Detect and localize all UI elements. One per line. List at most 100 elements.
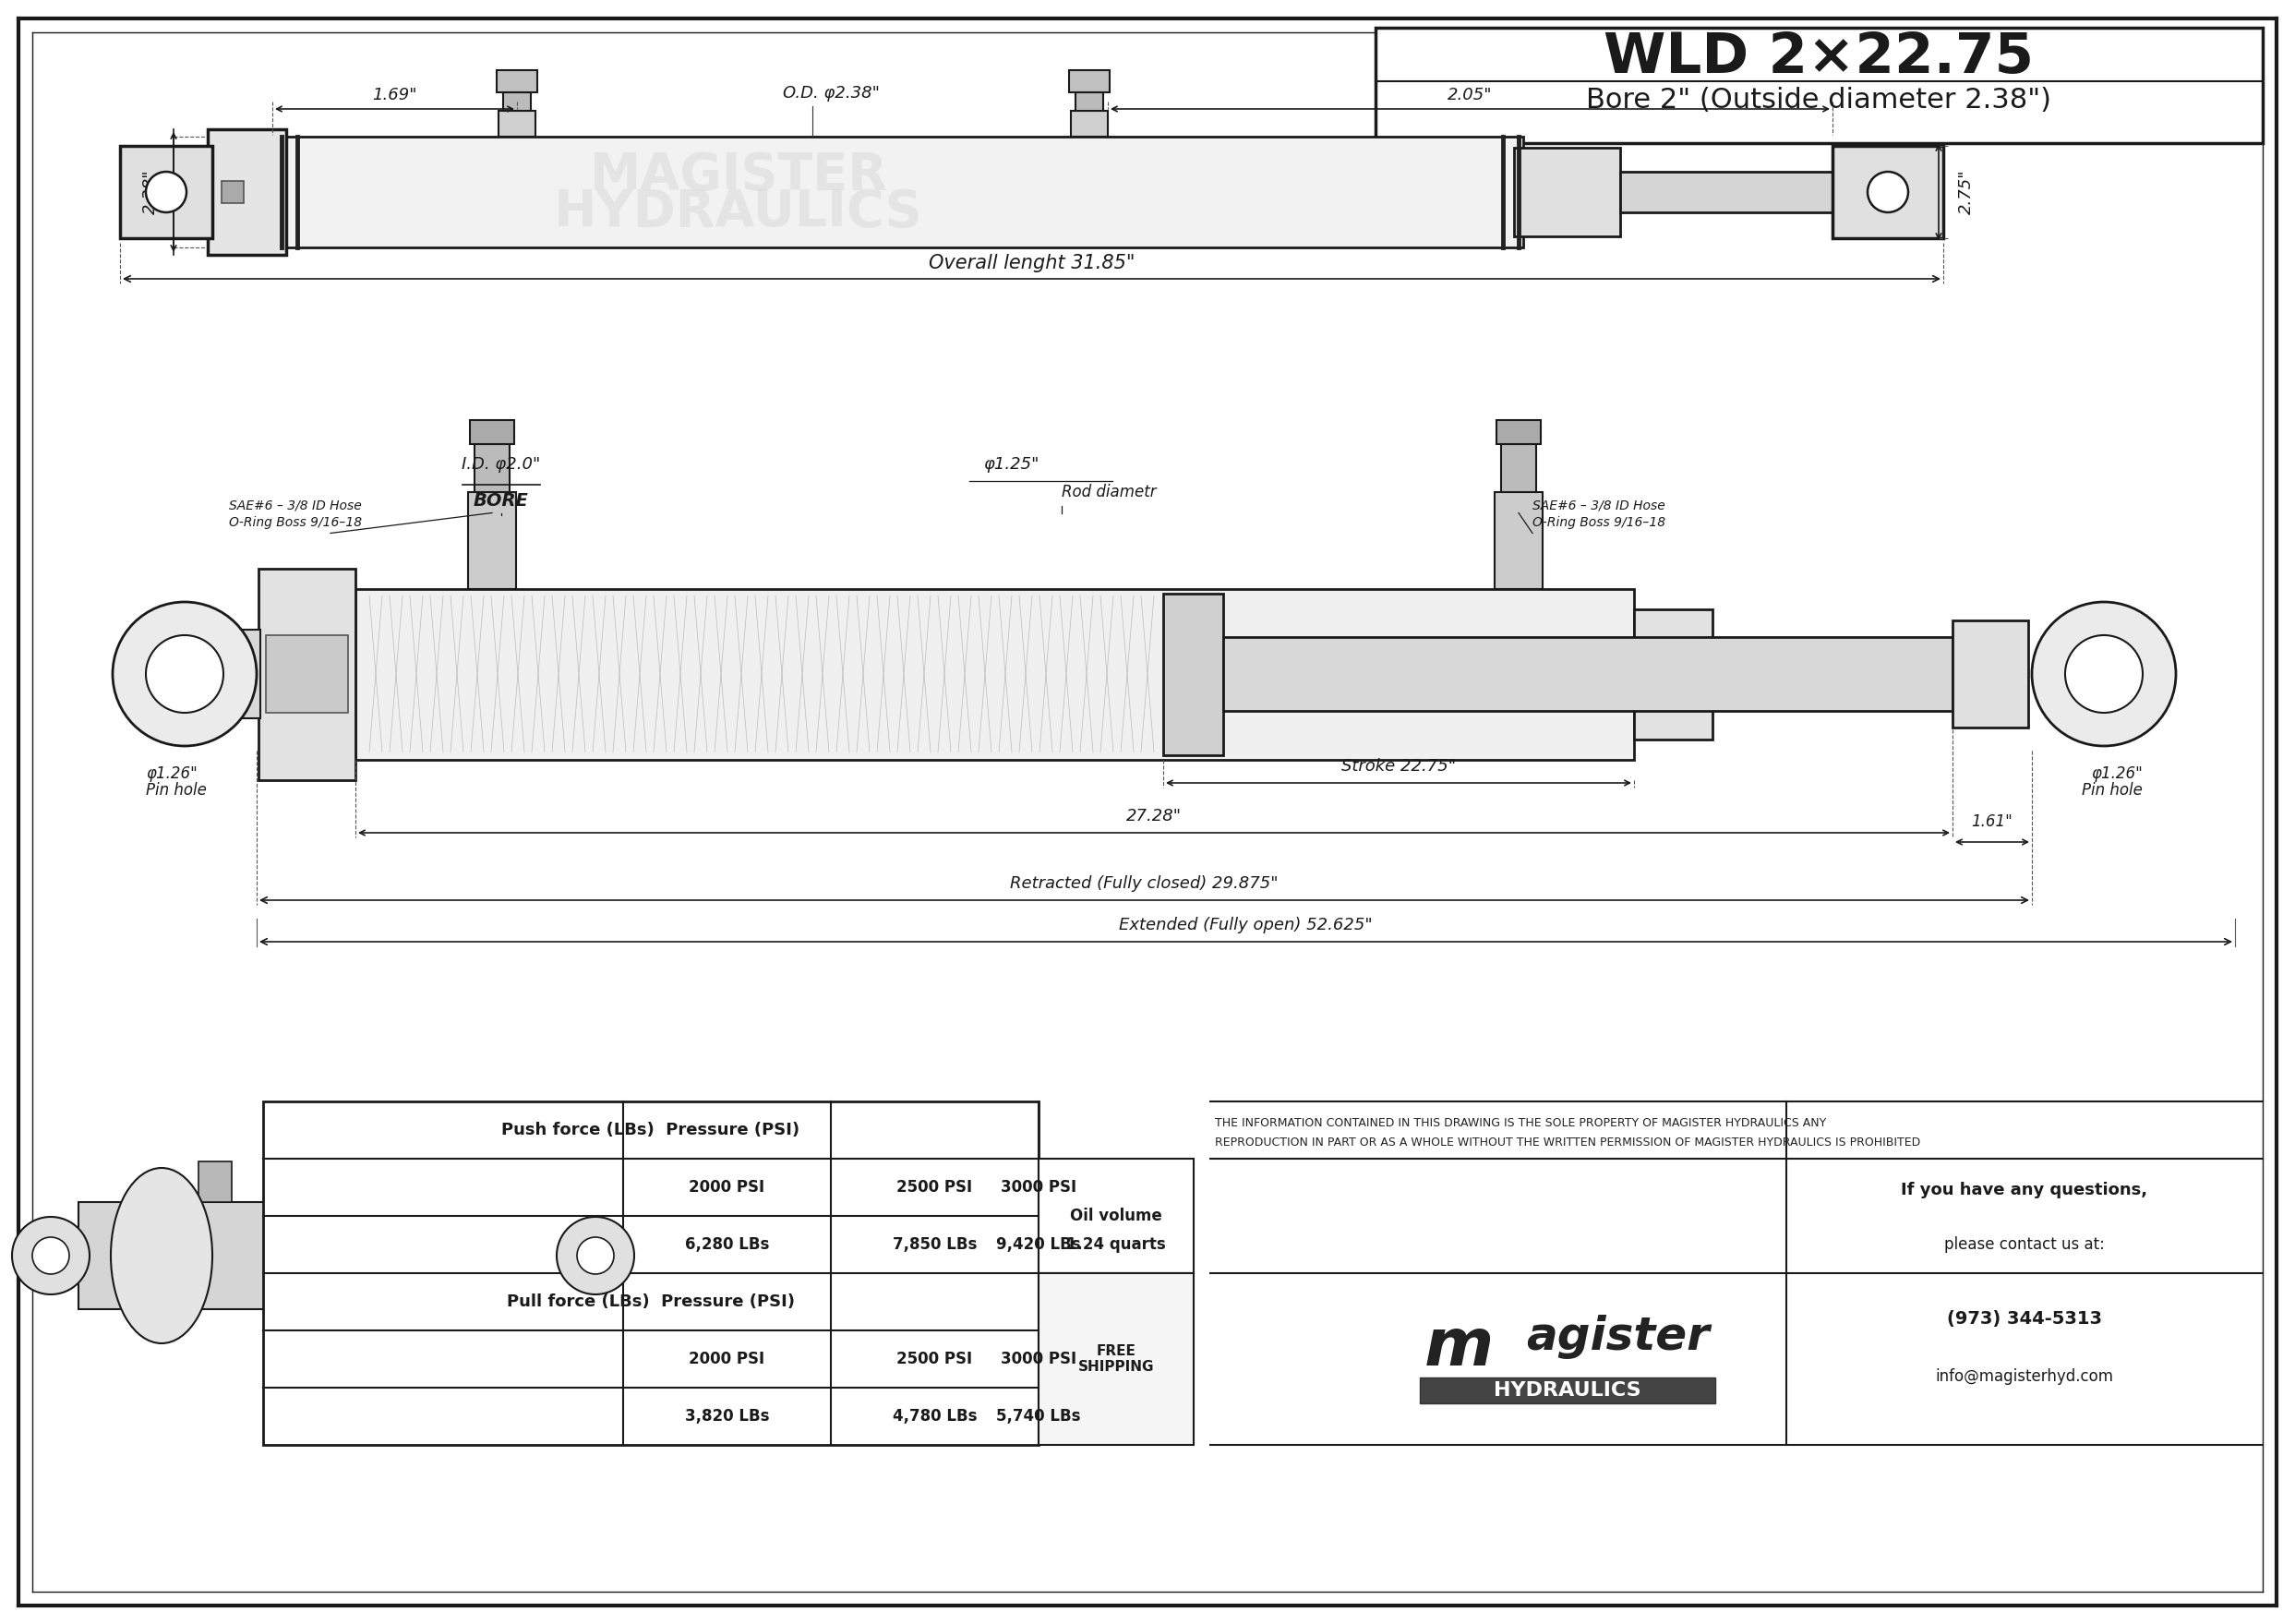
Bar xyxy=(1515,148,1620,237)
Circle shape xyxy=(32,1237,69,1275)
Text: Stroke 22.75": Stroke 22.75" xyxy=(1340,758,1455,775)
Circle shape xyxy=(112,603,257,745)
Circle shape xyxy=(2031,603,2176,745)
Text: (973) 344-5313: (973) 344-5313 xyxy=(1946,1311,2102,1328)
Bar xyxy=(78,1202,374,1309)
Circle shape xyxy=(576,1237,613,1275)
Text: φ1.26": φ1.26" xyxy=(2091,765,2144,783)
Circle shape xyxy=(147,172,186,213)
Text: BORE: BORE xyxy=(473,492,528,510)
Bar xyxy=(209,130,287,255)
Ellipse shape xyxy=(110,1168,213,1343)
Text: O-Ring Boss 9/16–18: O-Ring Boss 9/16–18 xyxy=(1533,516,1666,528)
Text: agister: agister xyxy=(1526,1314,1710,1359)
Bar xyxy=(1040,1158,1193,1273)
Text: Extended (Fully open) 52.625": Extended (Fully open) 52.625" xyxy=(1120,918,1372,934)
Text: Overall lenght 31.85": Overall lenght 31.85" xyxy=(929,253,1134,273)
Bar xyxy=(1496,419,1540,443)
Text: 7,850 LBs: 7,850 LBs xyxy=(893,1236,978,1252)
Text: SAE#6 – 3/8 ID Hose: SAE#6 – 3/8 ID Hose xyxy=(230,499,363,512)
Text: O.D. φ2.38": O.D. φ2.38" xyxy=(783,84,879,102)
Text: HYDRAULICS: HYDRAULICS xyxy=(1494,1380,1641,1400)
Bar xyxy=(1620,172,1831,213)
Circle shape xyxy=(147,635,223,713)
Text: 6,280 LBs: 6,280 LBs xyxy=(684,1236,769,1252)
Bar xyxy=(119,146,213,239)
Text: info@magisterhyd.com: info@magisterhyd.com xyxy=(1935,1367,2114,1385)
Text: 2500 PSI: 2500 PSI xyxy=(897,1351,973,1367)
Circle shape xyxy=(11,1216,90,1294)
Bar xyxy=(266,635,349,713)
Text: φ1.26": φ1.26" xyxy=(147,765,197,783)
Bar xyxy=(496,70,537,93)
Bar xyxy=(498,110,535,136)
Bar xyxy=(197,1161,232,1202)
Text: 2.38": 2.38" xyxy=(142,169,158,214)
Bar xyxy=(1375,28,2263,143)
Text: FREE
SHIPPING: FREE SHIPPING xyxy=(1079,1345,1154,1374)
Text: Pin hole: Pin hole xyxy=(2082,783,2144,799)
Text: I.D. φ2.0": I.D. φ2.0" xyxy=(461,456,542,473)
Bar xyxy=(1634,609,1712,739)
Bar xyxy=(470,419,514,443)
Circle shape xyxy=(558,1216,633,1294)
Text: 2.75": 2.75" xyxy=(1958,169,1974,214)
Text: HYDRAULICS: HYDRAULICS xyxy=(553,187,923,237)
Bar xyxy=(1164,593,1223,755)
Text: φ1.25": φ1.25" xyxy=(982,456,1040,473)
Text: 2000 PSI: 2000 PSI xyxy=(688,1179,764,1195)
Text: m: m xyxy=(1425,1315,1494,1379)
Text: 3,820 LBs: 3,820 LBs xyxy=(684,1408,769,1424)
Text: 1.61": 1.61" xyxy=(1971,814,2013,830)
Text: 2500 PSI: 2500 PSI xyxy=(897,1179,973,1195)
Text: Retracted (Fully closed) 29.875": Retracted (Fully closed) 29.875" xyxy=(1010,875,1278,892)
Text: 1.69": 1.69" xyxy=(372,86,418,104)
Text: 9,420 LBs: 9,420 LBs xyxy=(996,1236,1081,1252)
Text: REPRODUCTION IN PART OR AS A WHOLE WITHOUT THE WRITTEN PERMISSION OF MAGISTER HY: REPRODUCTION IN PART OR AS A WHOLE WITHO… xyxy=(1214,1137,1921,1148)
Bar xyxy=(310,1161,342,1202)
Text: 4,780 LBs: 4,780 LBs xyxy=(893,1408,978,1424)
Bar xyxy=(264,1101,1040,1445)
Bar xyxy=(503,93,530,110)
Bar xyxy=(1494,492,1542,588)
Circle shape xyxy=(2066,635,2144,713)
Bar xyxy=(273,136,1524,247)
Bar xyxy=(468,492,516,588)
Text: Oil volume: Oil volume xyxy=(1069,1208,1161,1224)
Bar xyxy=(1069,70,1111,93)
Bar xyxy=(1076,93,1104,110)
Bar xyxy=(356,588,1634,760)
Text: 27.28": 27.28" xyxy=(1127,807,1182,825)
Bar xyxy=(1040,1273,1193,1445)
Text: 3000 PSI: 3000 PSI xyxy=(1001,1179,1076,1195)
Text: Pull force (LBs)  Pressure (PSI): Pull force (LBs) Pressure (PSI) xyxy=(507,1293,794,1311)
Bar xyxy=(1421,1377,1714,1403)
Text: 5,740 LBs: 5,740 LBs xyxy=(996,1408,1081,1424)
Bar xyxy=(223,180,243,203)
Text: WLD 2×22.75: WLD 2×22.75 xyxy=(1604,29,2033,84)
Circle shape xyxy=(1868,172,1907,213)
Bar xyxy=(1223,637,1953,711)
Bar xyxy=(1953,620,2029,728)
Text: Push force (LBs)  Pressure (PSI): Push force (LBs) Pressure (PSI) xyxy=(503,1122,801,1138)
Text: 2000 PSI: 2000 PSI xyxy=(688,1351,764,1367)
Text: Bore 2" (Outside diameter 2.38"): Bore 2" (Outside diameter 2.38") xyxy=(1586,86,2052,114)
Bar xyxy=(374,1226,535,1285)
Bar xyxy=(1501,443,1535,492)
Text: 2.05": 2.05" xyxy=(1448,86,1492,104)
Text: THE INFORMATION CONTAINED IN THIS DRAWING IS THE SOLE PROPERTY OF MAGISTER HYDRA: THE INFORMATION CONTAINED IN THIS DRAWIN… xyxy=(1214,1117,1827,1129)
Text: SAE#6 – 3/8 ID Hose: SAE#6 – 3/8 ID Hose xyxy=(1533,499,1666,512)
Text: please contact us at:: please contact us at: xyxy=(1944,1236,2105,1252)
Text: 1.24 quarts: 1.24 quarts xyxy=(1067,1236,1166,1252)
Text: O-Ring Boss 9/16–18: O-Ring Boss 9/16–18 xyxy=(230,516,363,528)
Bar xyxy=(1831,146,1944,239)
Bar xyxy=(1072,110,1108,136)
Text: Pin hole: Pin hole xyxy=(147,783,207,799)
Text: MAGISTER: MAGISTER xyxy=(590,151,888,200)
Text: Rod diametr: Rod diametr xyxy=(1063,484,1157,500)
Bar xyxy=(232,630,259,718)
Bar xyxy=(475,443,509,492)
Text: 3000 PSI: 3000 PSI xyxy=(1001,1351,1076,1367)
Bar xyxy=(259,568,356,780)
Text: If you have any questions,: If you have any questions, xyxy=(1900,1182,2148,1199)
